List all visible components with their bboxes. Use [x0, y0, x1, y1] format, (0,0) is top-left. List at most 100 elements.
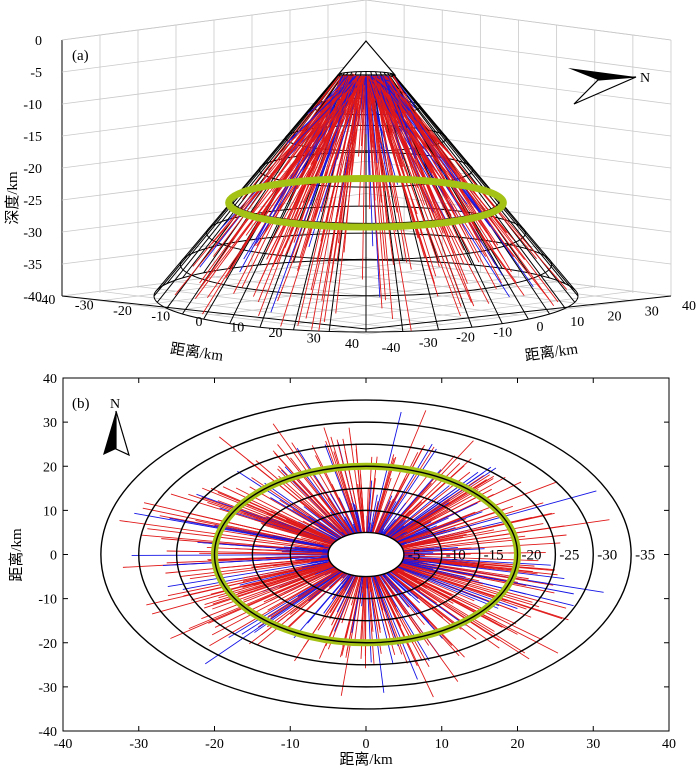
- ray-path-b: [399, 557, 533, 573]
- ray-path-b: [275, 549, 333, 554]
- ray-path-b: [328, 570, 348, 588]
- x-tick-label: 40: [662, 737, 676, 752]
- cone-generator: [166, 73, 341, 285]
- ray-path-b: [399, 519, 610, 551]
- depth-contour: [289, 509, 443, 600]
- ray-path-b: [204, 569, 345, 665]
- ray-path-b: [183, 561, 335, 597]
- ray-path-b: [398, 560, 496, 580]
- ray-path-b: [352, 502, 362, 535]
- z-tick-label: -10: [23, 98, 42, 113]
- ray-path-b: [385, 570, 419, 599]
- cone-generator: [391, 73, 566, 285]
- x-tick-label: -40: [37, 293, 56, 308]
- ray-path-b: [170, 565, 339, 639]
- contour-label: -20: [522, 548, 542, 564]
- north-label-b: N: [110, 397, 120, 412]
- x-tick-label: 0: [363, 737, 370, 752]
- ray-path-b: [147, 528, 333, 551]
- ray-path-b: [371, 477, 392, 536]
- y-tick-label: 40: [682, 299, 696, 314]
- ray-path-b: [350, 573, 361, 606]
- ray-path-b: [331, 484, 358, 536]
- ray-path-b: [374, 573, 418, 667]
- ray-path-b: [321, 515, 348, 539]
- ray-path-a: [358, 75, 365, 157]
- depth-grid-line: [61, 31, 672, 73]
- north-label-a: N: [640, 71, 650, 86]
- ray-path-b: [291, 473, 351, 538]
- ray-path-a: [367, 75, 376, 99]
- highlight-ring-a: [225, 174, 507, 231]
- north-arrow-a-dark-icon: [568, 68, 636, 80]
- panel-a-ticks: 0-5-10-15-20-25-30-35-40-40 -30 -20 -10 0 10 2…: [23, 34, 696, 356]
- ray-path-a: [297, 75, 357, 326]
- ray-path-b: [242, 562, 336, 588]
- ray-path-b: [295, 556, 333, 561]
- ray-path-a: [386, 75, 389, 78]
- x-tick-label: 40: [345, 337, 359, 352]
- ray-path-b: [370, 574, 394, 664]
- ray-path-a: [373, 75, 392, 181]
- ray-path-a: [386, 75, 455, 214]
- ray-path-b: [394, 529, 430, 544]
- ray-path-a: [369, 75, 386, 191]
- cone-generator: [389, 72, 550, 279]
- ray-path-a: [372, 75, 472, 303]
- ray-path-b: [211, 518, 335, 548]
- y-tick-label: 10: [570, 315, 584, 330]
- ray-path-b: [398, 529, 495, 549]
- ray-path-b: [336, 573, 357, 613]
- ray-path-b: [247, 501, 340, 543]
- ray-path-b: [286, 570, 347, 621]
- ray-path-b: [389, 475, 495, 541]
- ray-path-b: [272, 423, 354, 537]
- ray-path-b: [348, 427, 364, 535]
- z-tick-label: -30: [23, 226, 42, 241]
- ray-path-a: [364, 75, 366, 86]
- ray-path-a: [365, 75, 383, 309]
- ray-path-b: [167, 559, 334, 587]
- ray-path-b: [211, 567, 341, 636]
- ray-path-b: [359, 574, 366, 646]
- ray-path-b: [375, 452, 419, 536]
- ray-path-b: [218, 562, 336, 599]
- ray-path-a: [270, 75, 357, 313]
- ray-path-b: [384, 519, 406, 539]
- ray-path-b: [388, 568, 530, 660]
- y-tick-label: 20: [43, 460, 57, 475]
- ray-path-b: [399, 558, 565, 579]
- ray-path-b: [267, 567, 342, 611]
- ray-path-b: [390, 567, 454, 604]
- floor-grid-line: [327, 262, 634, 302]
- contour-label: -5: [408, 548, 421, 564]
- y-tick-label: 20: [608, 310, 622, 325]
- floor-grid-line: [61, 257, 367, 297]
- ray-path-b: [376, 443, 433, 536]
- ray-path-b: [368, 574, 372, 593]
- panel-b-contours: -5 -10 -15 -20 -25 -30 -35: [100, 399, 655, 710]
- ray-path-b: [279, 499, 344, 541]
- ray-path-b: [270, 569, 344, 618]
- ray-path-b: [368, 574, 385, 693]
- ray-path-a: [336, 75, 366, 146]
- ray-path-a: [253, 75, 367, 226]
- ray-path-b: [389, 478, 494, 541]
- panel-b: -5 -10 -15 -20 -25 -30 -35 -40 -30 -20 -10 0 10 20 30…: [8, 372, 676, 768]
- floor-grid-line: [138, 267, 443, 306]
- ray-path-b: [395, 505, 513, 546]
- ray-path-a: [365, 75, 374, 247]
- ray-path-b: [301, 537, 335, 547]
- ray-path-a: [370, 75, 396, 96]
- ray-path-b: [303, 506, 346, 540]
- ray-path-b: [292, 502, 345, 540]
- ray-path-b: [316, 479, 355, 537]
- ray-path-b: [267, 569, 346, 628]
- ray-path-b: [134, 512, 334, 550]
- ray-path-b: [362, 574, 365, 593]
- depth-contour: [251, 487, 481, 622]
- ray-path-a: [335, 75, 364, 314]
- ray-path-a: [373, 75, 462, 307]
- ray-path-b: [380, 518, 396, 537]
- y-tick-label: -10: [38, 593, 57, 608]
